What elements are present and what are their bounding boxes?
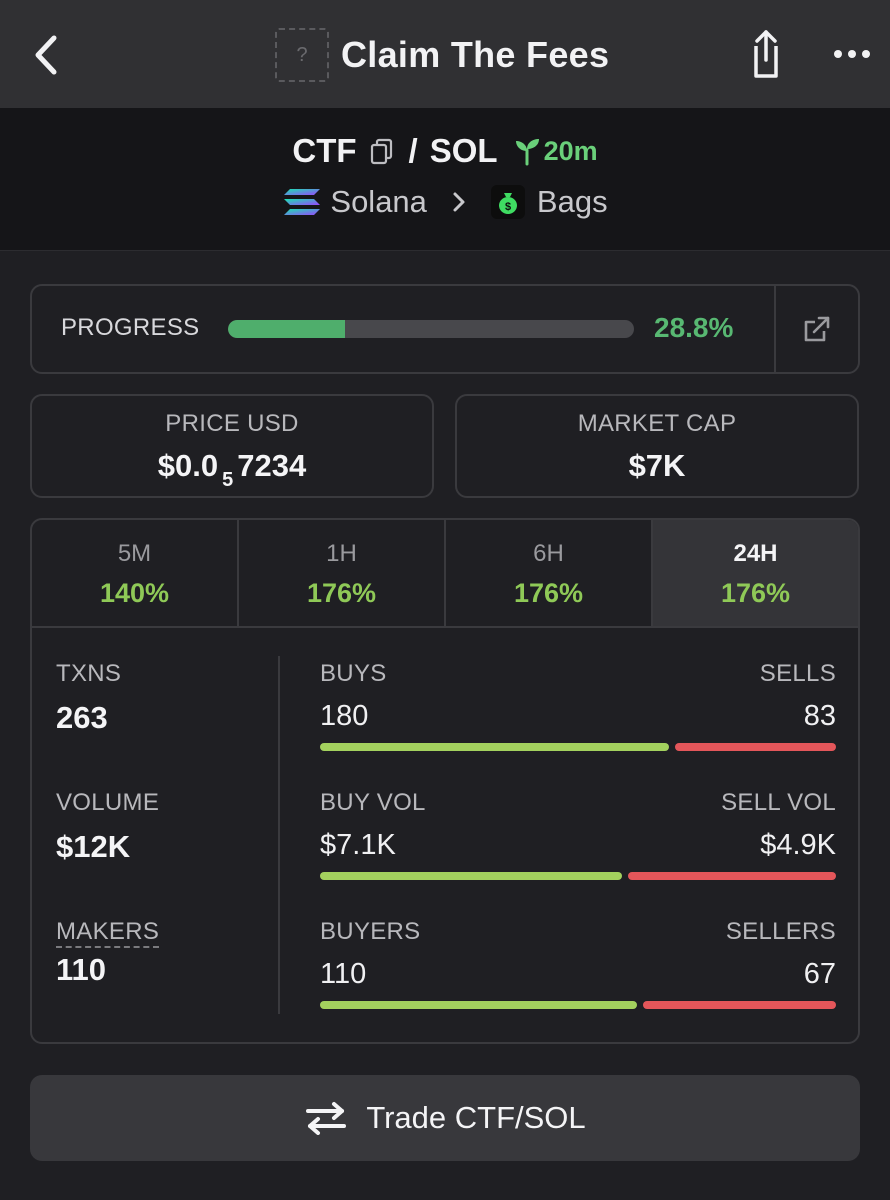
tab-1h-label: 1H [326, 540, 357, 567]
timeframe-stats-card: 5M 140% 1H 176% 6H 176% 24H 176% TXNS 26… [30, 518, 860, 1044]
progress-value: 28.8% [654, 312, 734, 343]
pair-age: 20m [512, 136, 598, 167]
market-cap-label: MARKET CAP [577, 410, 737, 437]
buy-vol-bar [320, 872, 622, 880]
progress-divider [774, 286, 776, 372]
money-bag-icon: $ [498, 193, 517, 214]
sellers-value: 67 [803, 958, 836, 990]
buyers-sellers-row: BUYERS SELLERS 110 67 [320, 918, 836, 1009]
page-title: Claim The Fees [341, 34, 610, 75]
sellers-label: SELLERS [725, 918, 836, 945]
buy-sell-volume-bar [320, 872, 836, 880]
price-usd-label: PRICE USD [165, 410, 299, 437]
svg-text:$: $ [505, 201, 511, 213]
copy-icon[interactable] [367, 136, 397, 166]
bags-logo-icon[interactable]: $ [490, 185, 525, 219]
external-link-icon[interactable] [802, 314, 832, 344]
tab-24h-label: 24H [733, 540, 778, 567]
base-token-symbol: CTF [292, 132, 357, 169]
buyers-label: BUYERS [320, 918, 421, 945]
volume-value: $12K [56, 829, 131, 864]
tab-5m[interactable]: 5M 140% [32, 520, 239, 626]
makers-value: 110 [56, 952, 107, 987]
buyers-sellers-bar [320, 1001, 836, 1009]
txns-metric: TXNS 263 [56, 660, 121, 736]
top-bar: ? Claim The Fees [0, 0, 890, 108]
market-cap-value: $7K [628, 448, 686, 483]
timeframe-tabs: 5M 140% 1H 176% 6H 176% 24H 176% [32, 520, 858, 628]
sells-bar [675, 743, 836, 751]
share-icon[interactable] [742, 26, 790, 82]
buy-sell-volume-row: BUY VOL SELL VOL $7.1K $4.9K [320, 789, 836, 880]
txns-label: TXNS [56, 660, 122, 687]
breadcrumb-chain[interactable]: Solana [330, 184, 427, 219]
buys-bar [320, 743, 669, 751]
makers-metric: MAKERS 110 [56, 918, 160, 988]
trade-button-label: Trade CTF/SOL [366, 1100, 586, 1135]
tab-5m-change: 140% [99, 578, 170, 608]
more-horizontal-icon[interactable] [832, 42, 872, 66]
breadcrumb: Solana $ Bags [0, 184, 890, 220]
price-usd-card: PRICE USD $0.0 5 7234 [30, 394, 434, 498]
volume-metric: VOLUME $12K [56, 789, 159, 865]
tab-24h[interactable]: 24H 176% [653, 520, 858, 626]
sell-vol-value: $4.9K [760, 829, 836, 861]
column-divider [278, 656, 280, 1014]
buys-label: BUYS [320, 660, 387, 687]
tab-1h-change: 176% [306, 578, 377, 608]
txns-value: 263 [56, 700, 108, 735]
trade-button[interactable]: Trade CTF/SOL [30, 1075, 860, 1161]
market-cap-card: MARKET CAP $7K [455, 394, 859, 498]
pair-separator: / [408, 132, 418, 169]
pair-title: CTF / SOL 20m [0, 132, 890, 170]
tab-1h[interactable]: 1H 176% [239, 520, 446, 626]
tab-24h-change: 176% [720, 578, 791, 608]
sell-vol-bar [628, 872, 836, 880]
tab-5m-label: 5M [117, 540, 152, 567]
buy-vol-value: $7.1K [320, 829, 396, 861]
buy-vol-label: BUY VOL [320, 789, 426, 816]
sells-value: 83 [803, 700, 836, 732]
page-title-group: ? Claim The Fees [275, 28, 609, 82]
sprout-icon [515, 139, 539, 166]
buys-value: 180 [320, 700, 369, 732]
solana-logo-icon[interactable] [282, 187, 322, 217]
sells-label: SELLS [759, 660, 836, 687]
chevron-right-icon [453, 192, 465, 212]
chevron-left-icon[interactable] [26, 30, 66, 80]
sell-vol-label: SELL VOL [721, 789, 836, 816]
price-prefix: $0.0 [157, 448, 219, 483]
price-zero-count: 5 [222, 469, 234, 491]
buyers-value: 110 [320, 958, 367, 990]
buys-sells-bar [320, 743, 836, 751]
buys-sells-row: BUYS SELLS 180 83 [320, 660, 836, 751]
buyers-bar [320, 1001, 637, 1009]
tab-6h-label: 6H [533, 540, 564, 567]
token-logo-placeholder: ? [275, 28, 329, 82]
progress-label: PROGRESS [61, 314, 200, 341]
volume-label: VOLUME [56, 789, 160, 816]
tab-6h[interactable]: 6H 176% [446, 520, 653, 626]
price-digits: 7234 [237, 448, 307, 483]
pair-header: CTF / SOL 20m So [0, 108, 890, 251]
makers-label[interactable]: MAKERS [56, 918, 160, 948]
price-usd-value: $0.0 5 7234 [32, 448, 432, 491]
progress-bar-fill [228, 320, 345, 338]
bonding-progress-card: PROGRESS 28.8% [30, 284, 860, 374]
token-logo-placeholder-glyph: ? [296, 43, 308, 66]
tab-6h-change: 176% [513, 578, 584, 608]
quote-token-symbol: SOL [429, 132, 498, 169]
sellers-bar [643, 1001, 836, 1009]
breadcrumb-dex[interactable]: Bags [536, 184, 608, 219]
progress-bar [228, 320, 634, 338]
swap-arrows-icon [306, 1102, 347, 1135]
pair-age-value: 20m [543, 135, 598, 166]
